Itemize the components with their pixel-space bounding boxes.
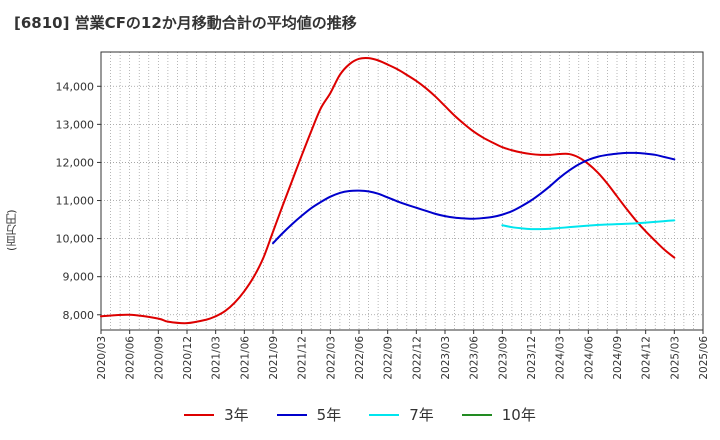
- x-tick-label: 2024/12: [641, 336, 653, 380]
- x-tick-label: 2021/03: [211, 336, 223, 380]
- legend-item-4: 10年: [461, 404, 536, 425]
- y-tick-label: 13,000: [56, 118, 95, 131]
- x-tick-label: 2023/03: [440, 336, 452, 380]
- x-tick-label: 2020/12: [182, 336, 194, 380]
- x-tick-label: 2021/12: [297, 336, 309, 380]
- legend-label: 7年: [409, 406, 434, 424]
- x-tick-label: 2024/06: [583, 336, 595, 380]
- x-tick-label: 2021/06: [239, 336, 251, 380]
- y-tick-label: 14,000: [56, 80, 95, 93]
- legend-label: 10年: [501, 406, 536, 424]
- legend-label: 3年: [224, 406, 249, 424]
- x-tick-label: 2023/12: [526, 336, 538, 380]
- legend-item-3: 7年: [369, 404, 434, 425]
- legend-item-1: 3年: [184, 404, 249, 425]
- series-line-3: [501, 219, 676, 231]
- x-tick-label: 2020/09: [153, 336, 165, 380]
- x-tick-label: 2021/09: [268, 336, 280, 380]
- y-tick-label: 11,000: [56, 195, 95, 208]
- x-tick-label: 2022/12: [411, 336, 423, 380]
- series-line-2: [272, 151, 676, 245]
- y-tick-label: 8,000: [63, 309, 95, 322]
- x-tick-label: 2023/09: [497, 336, 509, 380]
- legend-swatch: [461, 413, 492, 416]
- x-tick-label: 2025/03: [669, 336, 681, 380]
- x-tick-label: 2020/03: [96, 336, 108, 380]
- x-tick-label: 2024/03: [555, 336, 567, 380]
- legend-swatch: [184, 413, 215, 416]
- x-tick-label: 2022/06: [354, 336, 366, 380]
- legend-swatch: [369, 413, 400, 416]
- legend-item-2: 5年: [276, 404, 342, 425]
- x-tick-label: 2023/06: [469, 336, 481, 380]
- x-tick-label: 2024/09: [612, 336, 624, 380]
- legend-label: 5年: [316, 406, 342, 424]
- chart-title: [6810] 営業CFの12か月移動合計の平均値の推移: [14, 14, 357, 32]
- y-tick-label: 10,000: [56, 233, 95, 246]
- y-tick-label: 12,000: [56, 156, 95, 169]
- x-tick-label: 2022/09: [383, 336, 395, 380]
- legend-swatch: [276, 413, 307, 416]
- plot-frame: [100, 51, 704, 331]
- series-line-1: [100, 56, 676, 325]
- y-tick-label: 9,000: [63, 271, 95, 284]
- legend: 3年 5年 7年 10年: [0, 404, 720, 425]
- x-tick-label: 2020/06: [125, 336, 137, 380]
- plot-area: [101, 52, 703, 330]
- x-tick-label: 2022/03: [325, 336, 337, 380]
- x-tick-label: 2025/06: [698, 336, 710, 380]
